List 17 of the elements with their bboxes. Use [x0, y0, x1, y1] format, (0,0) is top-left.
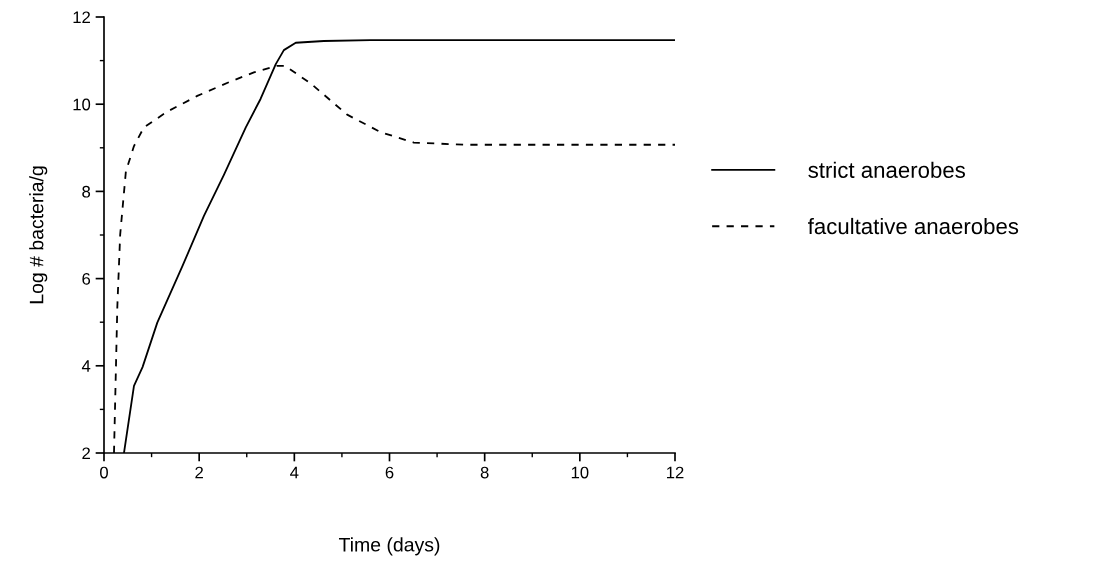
- x-tick-label: 6: [385, 466, 394, 479]
- y-tick-label: 12: [73, 11, 90, 24]
- y-tick-label: 4: [81, 360, 91, 372]
- x-tick-label: 10: [571, 466, 589, 479]
- x-tick-label: 12: [667, 466, 684, 479]
- y-tick-label: 8: [82, 185, 91, 198]
- x-tick-label: 0: [100, 466, 108, 479]
- legend-label: facultative anaerobes: [808, 217, 1019, 235]
- x-tick-label: 8: [480, 466, 489, 479]
- x-tick-label: 4: [290, 466, 299, 479]
- x-tick-label: 2: [195, 466, 203, 479]
- x-axis-title: Time (days): [338, 537, 440, 556]
- y-tick-label: 6: [82, 273, 91, 285]
- legend-label: strict anaerobes: [808, 161, 965, 178]
- y-axis-title: Log # bacteria/g: [29, 166, 48, 304]
- y-tick-label: 10: [73, 98, 91, 111]
- y-tick-label: 2: [82, 447, 90, 460]
